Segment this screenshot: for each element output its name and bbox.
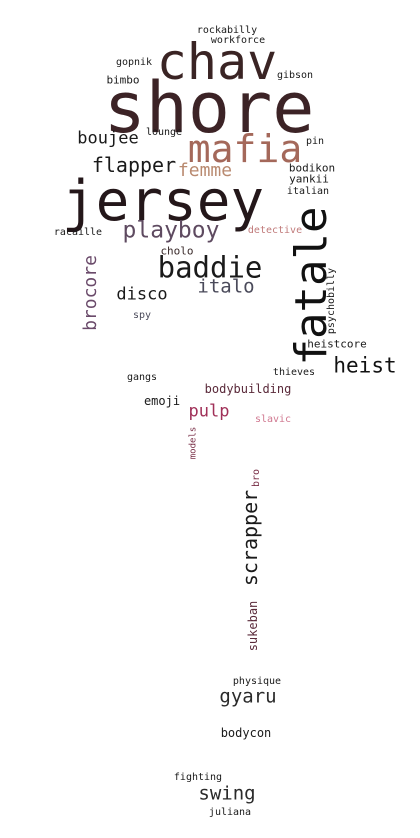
word-emoji: emoji	[143, 394, 181, 408]
word-boujee: boujee	[77, 128, 139, 149]
word-bodybuilding: bodybuilding	[204, 382, 292, 396]
word-heistcore: heistcore	[307, 337, 367, 351]
word-gyaru: gyaru	[219, 685, 277, 708]
word-gangs: gangs	[126, 372, 158, 383]
word-spy: spy	[132, 310, 152, 321]
word-juliana: juliana	[208, 807, 252, 818]
word-chav: chav	[156, 33, 278, 91]
word-cholo: cholo	[160, 244, 194, 258]
word-pulp: pulp	[188, 401, 230, 422]
word-bro: bro	[251, 468, 262, 488]
word-mafia: mafia	[187, 127, 303, 171]
word-flapper: flapper	[91, 153, 177, 177]
word-italian: italian	[286, 186, 330, 197]
word-psychobilly: psychobilly	[326, 267, 337, 335]
word-bimbo: bimbo	[106, 73, 140, 87]
word-racaille: racaille	[53, 227, 103, 238]
word-jersey: jersey	[61, 169, 265, 234]
word-playboy: playboy	[122, 217, 220, 244]
word-baddie: baddie	[157, 250, 263, 285]
word-heist: heist	[333, 353, 397, 378]
word-shore: shore	[103, 67, 315, 149]
word-gibson: gibson	[276, 70, 314, 81]
word-slavic: slavic	[254, 414, 292, 425]
word-gopnik: gopnik	[115, 57, 153, 68]
word-bodikon: bodikon	[288, 161, 336, 175]
word-disco: disco	[116, 284, 168, 305]
word-fighting: fighting	[173, 772, 223, 783]
word-physique: physique	[232, 676, 282, 687]
word-thieves: thieves	[272, 367, 316, 378]
word-bodycon: bodycon	[220, 726, 272, 740]
word-sukeban: sukeban	[246, 600, 260, 652]
word-workforce: workforce	[210, 35, 266, 46]
word-femme: femme	[177, 160, 233, 181]
word-lounge: lounge	[145, 127, 183, 138]
word-rockabilly: rockabilly	[196, 25, 258, 36]
word-scrapper: scrapper	[238, 489, 262, 587]
word-models: models	[188, 426, 199, 460]
word-italo: italo	[197, 275, 255, 298]
word-detective: detective	[247, 225, 303, 236]
word-pin: pin	[305, 136, 325, 147]
word-brocore: brocore	[80, 255, 101, 331]
word-swing: swing	[198, 782, 256, 805]
word-yankii: yankii	[289, 172, 329, 186]
